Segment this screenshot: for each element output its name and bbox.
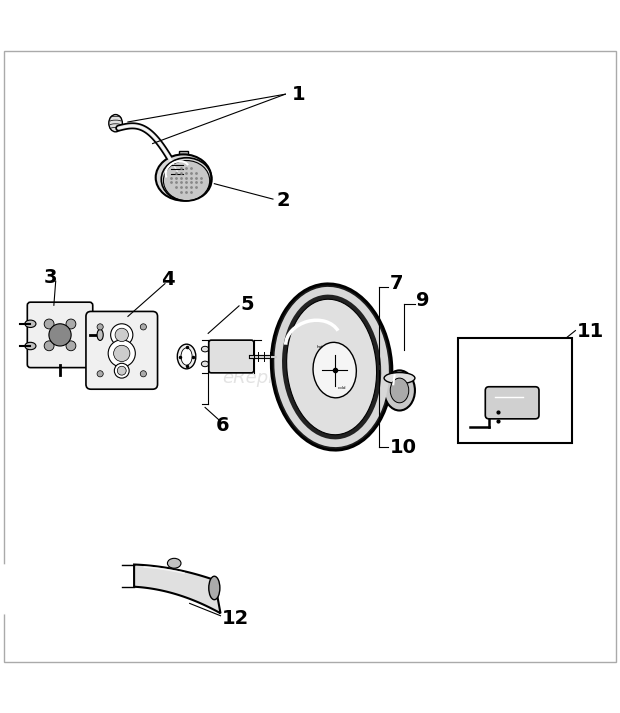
Ellipse shape bbox=[167, 558, 181, 568]
Ellipse shape bbox=[282, 294, 381, 439]
FancyBboxPatch shape bbox=[209, 340, 254, 373]
Ellipse shape bbox=[271, 284, 392, 450]
Ellipse shape bbox=[274, 287, 389, 447]
Text: 9: 9 bbox=[416, 292, 430, 310]
Text: 5: 5 bbox=[241, 294, 254, 314]
Circle shape bbox=[110, 324, 133, 346]
Ellipse shape bbox=[181, 348, 192, 365]
Circle shape bbox=[66, 341, 76, 351]
Circle shape bbox=[66, 319, 76, 329]
Ellipse shape bbox=[108, 115, 122, 132]
Bar bbox=[122, 565, 134, 587]
Text: eReplacementParts: eReplacementParts bbox=[222, 369, 398, 387]
Text: 3: 3 bbox=[43, 268, 57, 287]
Circle shape bbox=[117, 366, 126, 375]
Circle shape bbox=[108, 340, 135, 367]
Text: 10: 10 bbox=[389, 438, 417, 457]
Ellipse shape bbox=[209, 576, 220, 600]
Ellipse shape bbox=[170, 165, 184, 184]
Ellipse shape bbox=[202, 347, 209, 352]
Text: 7: 7 bbox=[389, 275, 403, 293]
Ellipse shape bbox=[156, 154, 211, 200]
Ellipse shape bbox=[25, 342, 36, 349]
Text: 6: 6 bbox=[216, 416, 230, 435]
Polygon shape bbox=[134, 565, 221, 613]
Text: cold: cold bbox=[338, 386, 347, 389]
Circle shape bbox=[113, 345, 130, 361]
Text: 4: 4 bbox=[161, 270, 174, 289]
Circle shape bbox=[114, 364, 129, 378]
Circle shape bbox=[97, 371, 104, 377]
FancyBboxPatch shape bbox=[86, 312, 157, 389]
Text: 12: 12 bbox=[222, 610, 249, 628]
Circle shape bbox=[115, 328, 128, 342]
Ellipse shape bbox=[384, 373, 415, 384]
Circle shape bbox=[140, 324, 146, 330]
FancyBboxPatch shape bbox=[485, 386, 539, 419]
FancyBboxPatch shape bbox=[27, 302, 93, 368]
Circle shape bbox=[44, 319, 54, 329]
Text: 2: 2 bbox=[276, 191, 290, 210]
Bar bbox=[179, 151, 188, 166]
Bar bbox=[458, 338, 572, 443]
Circle shape bbox=[44, 341, 54, 351]
Ellipse shape bbox=[286, 299, 376, 435]
Ellipse shape bbox=[97, 329, 104, 340]
Text: 11: 11 bbox=[577, 322, 604, 342]
Ellipse shape bbox=[313, 342, 356, 398]
Ellipse shape bbox=[202, 361, 209, 366]
Circle shape bbox=[97, 324, 104, 330]
Circle shape bbox=[140, 371, 146, 377]
Circle shape bbox=[49, 324, 71, 346]
Ellipse shape bbox=[384, 370, 415, 411]
Text: hot: hot bbox=[316, 346, 323, 349]
Ellipse shape bbox=[164, 160, 210, 200]
Text: 1: 1 bbox=[291, 85, 305, 103]
Ellipse shape bbox=[390, 378, 409, 403]
Ellipse shape bbox=[25, 320, 36, 327]
Ellipse shape bbox=[177, 344, 196, 369]
